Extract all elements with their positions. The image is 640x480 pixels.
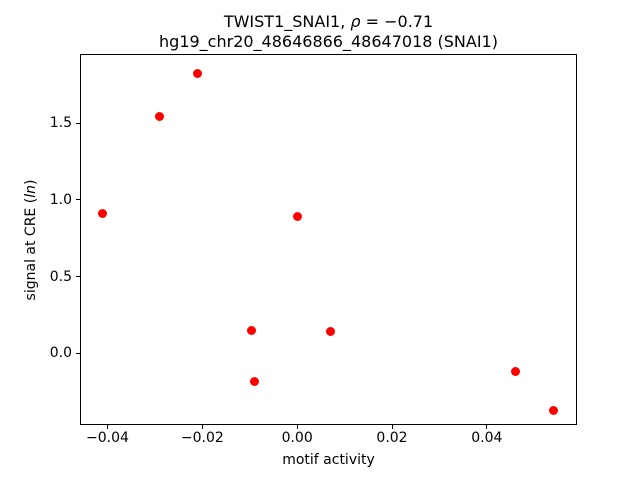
- data-point: [98, 209, 108, 219]
- plot-area: [80, 54, 577, 425]
- x-axis-tick: [201, 425, 203, 429]
- y-axis-label: signal at CRE (ln): [22, 133, 40, 347]
- y-axis-tick: [76, 276, 80, 278]
- x-axis-tick: [296, 425, 298, 429]
- data-point: [292, 212, 302, 222]
- y-axis-tick: [76, 352, 80, 354]
- data-point: [548, 405, 558, 415]
- y-axis-tick-label: 1.0: [49, 191, 72, 208]
- y-axis-tick: [76, 199, 80, 201]
- data-point: [246, 325, 256, 335]
- x-axis-tick-label: 0.02: [376, 430, 408, 446]
- chart-title-correlation-value: = −0.71: [360, 12, 434, 31]
- data-point: [193, 69, 203, 79]
- data-point: [510, 367, 520, 377]
- x-axis-tick: [107, 425, 108, 429]
- y-axis-label-prefix: signal at CRE (: [23, 197, 39, 301]
- chart-title-prefix: TWIST1_SNAI1,: [223, 12, 351, 31]
- chart-subtitle: hg19_chr20_48646866_48647018 (SNAI1): [159, 32, 498, 51]
- data-point: [155, 112, 165, 122]
- x-axis-tick-label: 0.00: [281, 430, 313, 446]
- y-axis-tick-label: 0.0: [49, 345, 72, 362]
- x-axis-tick-label: 0.04: [471, 430, 503, 446]
- x-axis-tick-label: −0.02: [180, 430, 224, 446]
- y-axis-tick-label: 1.5: [49, 115, 72, 132]
- data-point: [250, 376, 260, 386]
- y-axis-label-suffix: ): [23, 179, 39, 186]
- x-axis-label: motif activity: [282, 452, 375, 468]
- x-axis-tick: [391, 425, 393, 429]
- data-point: [325, 327, 335, 337]
- x-axis-tick: [486, 425, 488, 429]
- y-axis-tick-label: 0.5: [49, 268, 72, 285]
- x-axis-tick-label: −0.04: [86, 430, 129, 446]
- chart-title-rho-symbol: ρ: [350, 12, 361, 31]
- chart-title: TWIST1_SNAI1, ρ = −0.71: [80, 12, 577, 32]
- y-axis-tick: [76, 122, 80, 124]
